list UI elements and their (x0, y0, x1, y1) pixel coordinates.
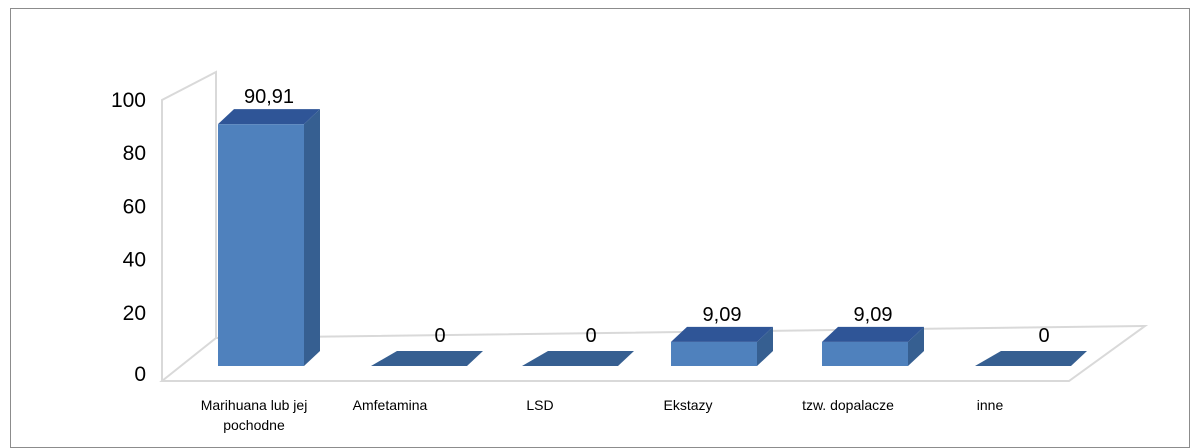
data-labels: 90,91 0 0 9,09 9,09 0 (244, 86, 1050, 347)
chart-walls (159, 70, 1149, 382)
y-tick-label: 40 (123, 249, 146, 272)
data-label: 0 (1038, 325, 1049, 347)
x-axis-ticks: Marihuana lub jej pochodne Amfetamina LSD Ek… (201, 397, 1004, 433)
y-tick-label: 20 (123, 302, 146, 325)
bar-zero (371, 351, 483, 366)
bar (522, 351, 634, 366)
bar-side (908, 326, 924, 366)
bar (371, 351, 483, 366)
bar-zero (975, 351, 1087, 366)
data-label: 90,91 (244, 86, 294, 108)
x-tick-label: Marihuana lub jej pochodne (201, 397, 308, 433)
bar-side (757, 326, 773, 366)
y-axis-ticks: 0 20 40 60 80 100 (111, 89, 146, 386)
bar-top (218, 109, 320, 125)
data-label: 9,09 (703, 304, 742, 326)
bars (218, 109, 1087, 367)
bar (671, 326, 773, 366)
bar (975, 351, 1087, 366)
x-tick-label: tzw. dopalacze (802, 397, 894, 413)
bar-front (671, 341, 757, 366)
x-tick-label: Ekstazy (663, 397, 712, 413)
bar-front (822, 341, 908, 366)
x-tick-label: inne (977, 397, 1004, 413)
y-tick-label: 100 (111, 89, 146, 112)
bar-top (671, 326, 773, 342)
data-label: 9,09 (854, 304, 893, 326)
floor (159, 324, 1149, 382)
y-tick-label: 80 (123, 142, 146, 165)
bar-zero (522, 351, 634, 366)
bar (218, 109, 320, 367)
x-tick-label: Amfetamina (353, 397, 428, 413)
y-tick-label: 60 (123, 195, 146, 218)
y-tick-label: 0 (134, 363, 146, 386)
bar-side (304, 109, 320, 367)
data-label: 0 (585, 325, 596, 347)
data-label: 0 (434, 325, 445, 347)
bar-top (822, 326, 924, 342)
x-tick-label: LSD (526, 397, 553, 413)
bar (822, 326, 924, 366)
left-wall (161, 70, 217, 381)
bar-front (218, 124, 304, 366)
